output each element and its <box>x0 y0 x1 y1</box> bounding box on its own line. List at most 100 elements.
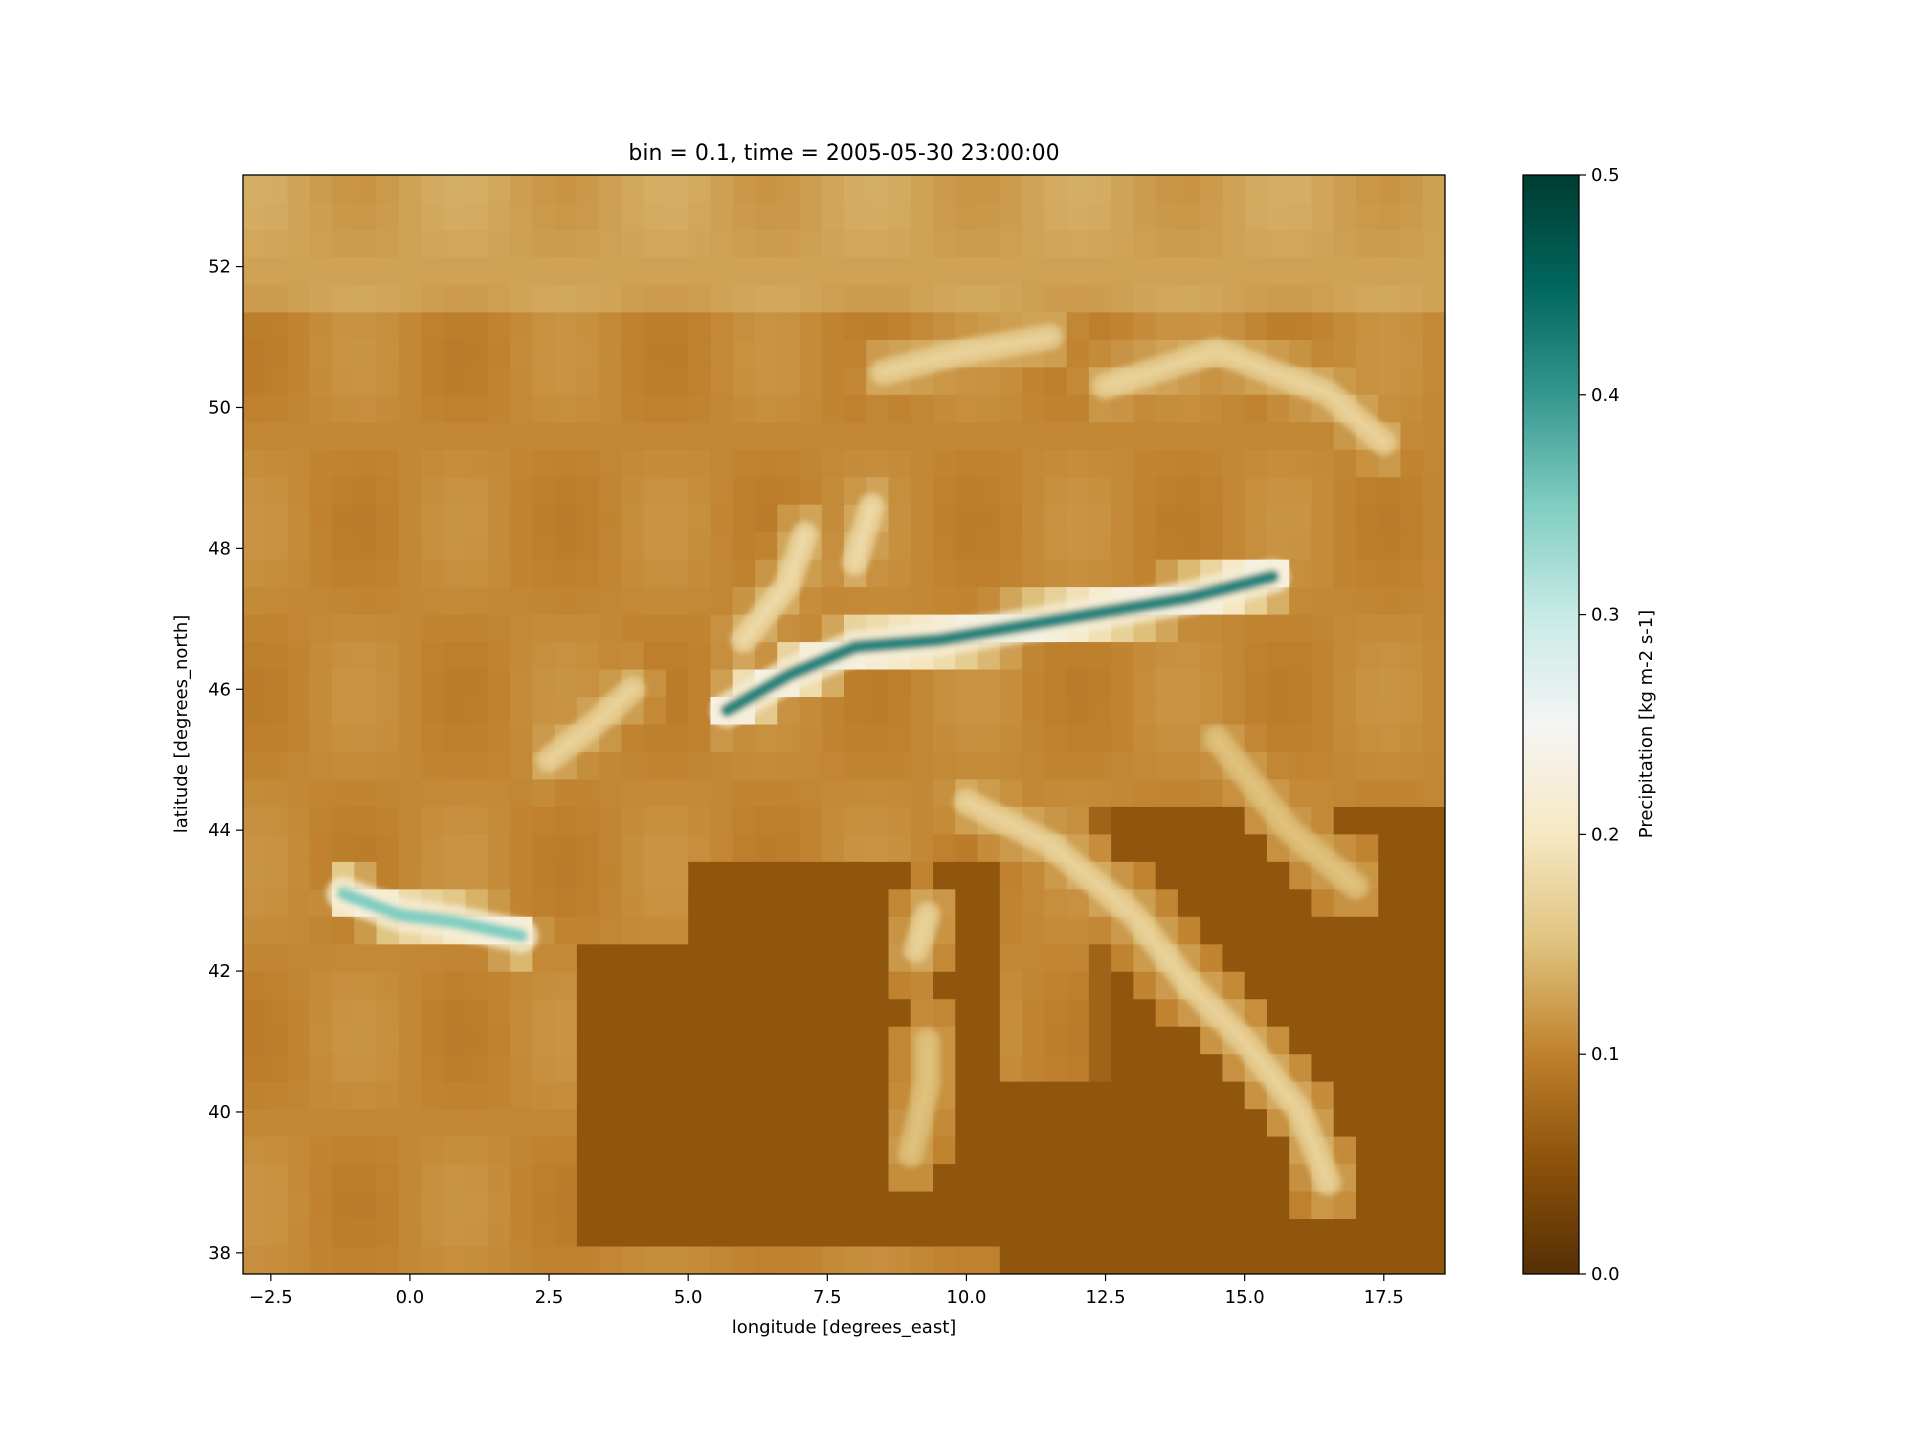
heatmap-cell <box>398 669 422 698</box>
heatmap-cell <box>1155 1246 1179 1274</box>
heatmap-cell <box>910 861 934 890</box>
heatmap-cell <box>1311 724 1335 753</box>
heatmap-cell <box>621 999 645 1028</box>
heatmap-cell <box>999 1054 1023 1083</box>
heatmap-cell <box>465 724 489 753</box>
heatmap-cell <box>1200 532 1224 561</box>
heatmap-cell <box>1289 532 1313 561</box>
heatmap-cell <box>243 1164 266 1193</box>
heatmap-cell <box>1244 916 1268 945</box>
heatmap-cell <box>1155 806 1179 836</box>
heatmap-cell <box>332 1246 355 1274</box>
heatmap-cell <box>576 477 600 506</box>
heatmap-cell <box>443 532 467 561</box>
heatmap-cell <box>1111 1136 1134 1165</box>
heatmap-cell <box>1422 944 1445 973</box>
heatmap-cell <box>309 504 333 533</box>
heatmap-cell <box>398 532 422 561</box>
heatmap-cell <box>1244 257 1268 286</box>
heatmap-cell <box>1155 889 1179 918</box>
heatmap-cell <box>1044 999 1068 1028</box>
heatmap-cell <box>421 944 444 973</box>
heatmap-cell <box>287 312 311 341</box>
x-tick-label: 2.5 <box>535 1287 564 1308</box>
heatmap-cell <box>1022 751 1045 781</box>
heatmap-cell <box>287 1246 311 1274</box>
heatmap-cell <box>732 1136 756 1165</box>
heatmap-cell <box>532 971 556 1000</box>
heatmap-cell <box>933 1246 956 1274</box>
heatmap-cell <box>532 422 556 451</box>
heatmap-cell <box>1088 916 1112 945</box>
heatmap-cell <box>243 559 266 588</box>
heatmap-cell <box>309 394 333 423</box>
heatmap-cell <box>421 1191 444 1220</box>
heatmap-cell <box>1266 202 1290 231</box>
heatmap-cell <box>1333 724 1357 753</box>
heatmap-cell <box>532 999 556 1028</box>
heatmap-cell <box>287 1026 311 1055</box>
heatmap-cell <box>487 394 511 423</box>
heatmap-cell <box>1400 861 1424 890</box>
heatmap-cell <box>688 861 712 890</box>
heatmap-cell <box>599 202 623 231</box>
heatmap-cell <box>1066 999 1090 1028</box>
heatmap-cell <box>821 751 845 781</box>
heatmap-cell <box>888 1191 912 1220</box>
heatmap-cell <box>665 1246 689 1274</box>
heatmap-cell <box>421 367 444 396</box>
heatmap-cell <box>665 889 689 918</box>
heatmap-cell <box>844 477 867 506</box>
heatmap-cell <box>599 587 623 616</box>
heatmap-cell <box>287 889 311 918</box>
heatmap-cell <box>1355 1164 1379 1193</box>
heatmap-cell <box>1044 971 1068 1000</box>
heatmap-cell <box>376 1136 400 1165</box>
heatmap-cell <box>554 1246 578 1274</box>
heatmap-cell <box>1378 751 1402 781</box>
heatmap-cell <box>844 861 867 890</box>
heatmap-cell <box>643 724 667 753</box>
heatmap-cell <box>398 257 422 286</box>
y-tick-label: 48 <box>208 538 231 559</box>
heatmap-cell <box>1244 422 1268 451</box>
heatmap-cell <box>532 1191 556 1220</box>
heatmap-cell <box>910 1219 934 1248</box>
heatmap-cell <box>777 229 801 259</box>
heatmap-cell <box>1355 367 1379 396</box>
heatmap-cell <box>999 477 1023 506</box>
heatmap-cell <box>1266 504 1290 533</box>
heatmap-cell <box>599 1164 623 1193</box>
heatmap-cell <box>866 916 890 945</box>
heatmap-cell <box>510 1191 533 1220</box>
heatmap-cell <box>1155 779 1179 808</box>
heatmap-cell <box>465 202 489 231</box>
heatmap-cell <box>1422 504 1445 533</box>
heatmap-cell <box>243 1026 266 1055</box>
heatmap-cell <box>1400 284 1424 313</box>
heatmap-cell <box>1155 477 1179 506</box>
heatmap-cell <box>933 449 956 478</box>
heatmap-cell <box>554 367 578 396</box>
heatmap-cell <box>777 999 801 1028</box>
heatmap-cell <box>1378 1136 1402 1165</box>
heatmap-cell <box>1378 339 1402 368</box>
heatmap-cell <box>933 422 956 451</box>
heatmap-cell <box>621 422 645 451</box>
heatmap-cell <box>1289 724 1313 753</box>
heatmap-cell <box>1111 669 1134 698</box>
heatmap-cell <box>243 229 266 259</box>
heatmap-cell <box>309 202 333 231</box>
heatmap-cell <box>999 1164 1023 1193</box>
heatmap-cell <box>1333 779 1357 808</box>
heatmap-cell <box>888 532 912 561</box>
heatmap-cell <box>688 339 712 368</box>
heatmap-cell <box>443 449 467 478</box>
heatmap-cell <box>554 1026 578 1055</box>
heatmap-cell <box>1155 751 1179 781</box>
heatmap-cell <box>1311 202 1335 231</box>
heatmap-cell <box>844 834 867 863</box>
heatmap-cell <box>1378 1191 1402 1220</box>
heatmap-cell <box>554 999 578 1028</box>
heatmap-cell <box>287 257 311 286</box>
